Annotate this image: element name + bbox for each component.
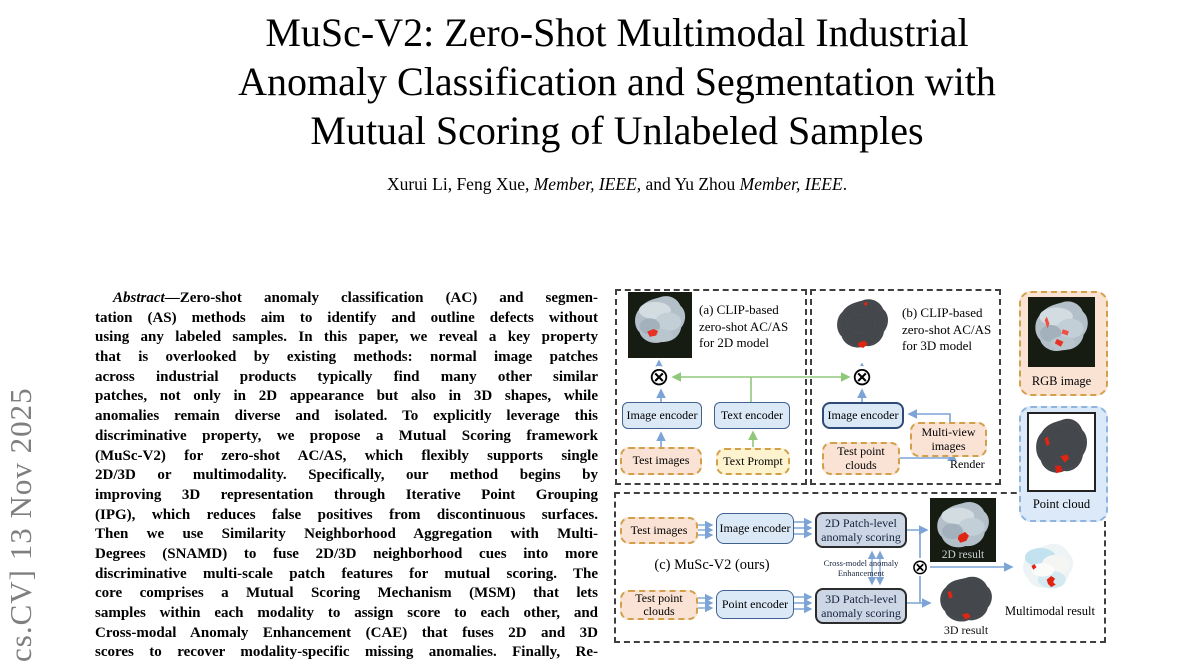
rgb-image-label: RGB image	[1031, 374, 1092, 388]
abstract-line: Then we use Similarity Neighborhood Aggr…	[95, 526, 598, 543]
multimodal-result-label: Multimodal result	[1005, 604, 1095, 618]
result-image-2d: 2D result	[930, 498, 996, 562]
result-image-3d-clip	[830, 295, 895, 363]
authors-text: .	[842, 174, 848, 194]
abstract-line: (IPG), which reduces false positives fro…	[95, 506, 598, 523]
authors-text: , and Yu Zhou	[636, 174, 740, 194]
result-image-3d: 3D result	[933, 574, 999, 639]
abstract-line: patches, not only in 2D appearance but a…	[95, 388, 598, 405]
abstract-line: anomalies remain diverse and isolated. T…	[95, 408, 598, 425]
paper-title-line-3: Mutual Scoring of Unlabeled Samples	[310, 108, 924, 153]
figure-connectors	[654, 359, 1014, 614]
panel-b-caption: (b) CLIP-based zero-shot AC/AS for 3D mo…	[902, 305, 992, 353]
result-2d-label: 2D result	[941, 549, 985, 561]
abstract-line: 2D/3D or multimodality. Specifically, ou…	[95, 467, 598, 484]
abstract-line: tation (AS) methods aim to identify and …	[95, 309, 598, 326]
rgb-image-photo	[1028, 297, 1095, 367]
abstract-label: Abstract	[113, 290, 165, 306]
result-3d-label: 3D result	[943, 623, 989, 637]
test-point-clouds-box-c: Test point clouds	[620, 590, 698, 620]
authors-text: Xurui Li, Feng Xue,	[386, 174, 534, 194]
result-image-2d-clip	[628, 292, 692, 358]
paper-title-line-1: MuSc-V2: Zero-Shot Multimodal Industrial	[265, 10, 969, 55]
otimes-icon: ⊗	[648, 362, 670, 391]
paper-title: MuSc-V2: Zero-Shot Multimodal Industrial…	[142, 8, 1092, 155]
abstract: Abstract—Zero-shot anomaly classificatio…	[95, 289, 598, 663]
abstract-line: Cross-modal Anomaly Enhancement (CAE) th…	[95, 624, 598, 641]
abstract-line: improving 3D representation through Iter…	[95, 486, 598, 503]
point-encoder-box: Point encoder	[716, 590, 794, 619]
test-images-box-c: Test images	[620, 517, 698, 544]
abstract-line: (MuSc-V2) for zero-shot AC/AS, which fle…	[95, 447, 598, 464]
multi-view-images-box: Multi-view images	[910, 422, 987, 457]
abstract-line: scores to recover modality-specific miss…	[95, 644, 598, 661]
abstract-line: across industrial products typically fin…	[95, 368, 598, 385]
text-prompt-box: Text Prompt	[716, 448, 790, 475]
point-cloud-image	[1027, 412, 1096, 492]
abstract-line: using any labeled samples. In this paper…	[95, 329, 598, 346]
figure-method-overview: (a) CLIP-based zero-shot AC/AS for 2D mo…	[600, 280, 1200, 648]
result-image-multimodal	[1016, 540, 1080, 602]
paper-page: cs.CV] 13 Nov 2025 MuSc-V2: Zero-Shot Mu…	[3, 8, 1200, 662]
panel-a-border	[615, 289, 807, 485]
image-encoder-box-a: Image encoder	[622, 402, 702, 429]
otimes-icon: ⊗	[851, 362, 873, 391]
panel-c-label: (c) MuSc-V2 (ours)	[654, 557, 770, 573]
cae-label: Cross-model anomaly Enhancement	[823, 558, 899, 578]
scoring-2d-box: 2D Patch-level anomaly scoring	[815, 512, 907, 548]
paper-title-line-2: Anomaly Classification and Segmentation …	[238, 59, 996, 104]
test-point-clouds-box-b: Test point clouds	[822, 442, 900, 475]
panel-a-caption: (a) CLIP-based zero-shot AC/AS for 2D mo…	[699, 302, 789, 350]
authors-member-ieee: Member, IEEE	[533, 174, 637, 194]
text-encoder-box: Text encoder	[714, 402, 790, 429]
test-images-box-a: Test images	[620, 447, 702, 475]
image-encoder-box-b: Image encoder	[822, 402, 904, 429]
abstract-line: Abstract—Zero-shot anomaly classificatio…	[113, 290, 598, 306]
point-cloud-label: Point cloud	[1032, 497, 1091, 511]
render-label: Render	[950, 457, 985, 471]
abstract-line: samples within each modality to assign s…	[95, 605, 598, 621]
abstract-line: core comprises a Mutual Scoring Mechanis…	[95, 585, 598, 602]
arxiv-watermark: cs.CV] 13 Nov 2025	[3, 387, 38, 662]
abstract-line: Degrees (SNAMD) to fuse 2D/3D neighborho…	[95, 545, 598, 562]
authors-member-ieee: Member, IEEE	[739, 174, 843, 194]
scoring-3d-box: 3D Patch-level anomaly scoring	[815, 588, 907, 624]
panel-b-border	[810, 289, 1001, 485]
paper-authors: Xurui Li, Feng Xue, Member, IEEE, and Yu…	[142, 174, 1092, 195]
abstract-line: that is overlooked by existing methods: …	[95, 349, 598, 366]
panel-c-border	[614, 492, 1106, 643]
abstract-line: discriminative property, we propose a Mu…	[95, 427, 598, 444]
image-encoder-box-c: Image encoder	[716, 513, 794, 544]
otimes-icon: ⊗	[911, 555, 929, 579]
abstract-line: discriminative multi-scale patch feature…	[95, 565, 598, 582]
